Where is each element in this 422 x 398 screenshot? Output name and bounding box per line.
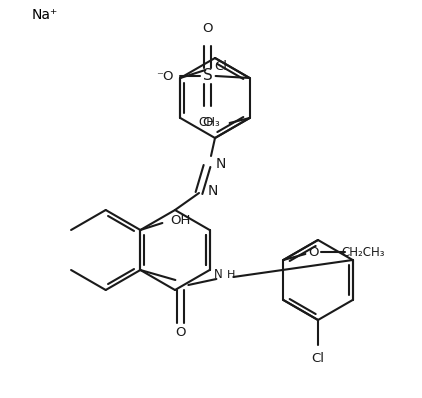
Text: Na⁺: Na⁺	[32, 8, 58, 22]
Text: O: O	[203, 117, 213, 129]
Text: O: O	[308, 246, 319, 258]
Text: N: N	[214, 269, 223, 281]
Text: N: N	[216, 157, 226, 171]
Text: Cl: Cl	[311, 353, 325, 365]
Text: CH₂CH₃: CH₂CH₃	[341, 246, 385, 258]
Text: Cl: Cl	[214, 59, 227, 72]
Text: O: O	[175, 326, 186, 339]
Text: ⁻O: ⁻O	[156, 70, 173, 82]
Text: N: N	[208, 184, 218, 198]
Text: CH₃: CH₃	[199, 117, 221, 129]
Text: OH: OH	[170, 213, 191, 226]
Text: O: O	[203, 23, 213, 35]
Text: H: H	[227, 270, 235, 280]
Text: S: S	[203, 68, 213, 84]
